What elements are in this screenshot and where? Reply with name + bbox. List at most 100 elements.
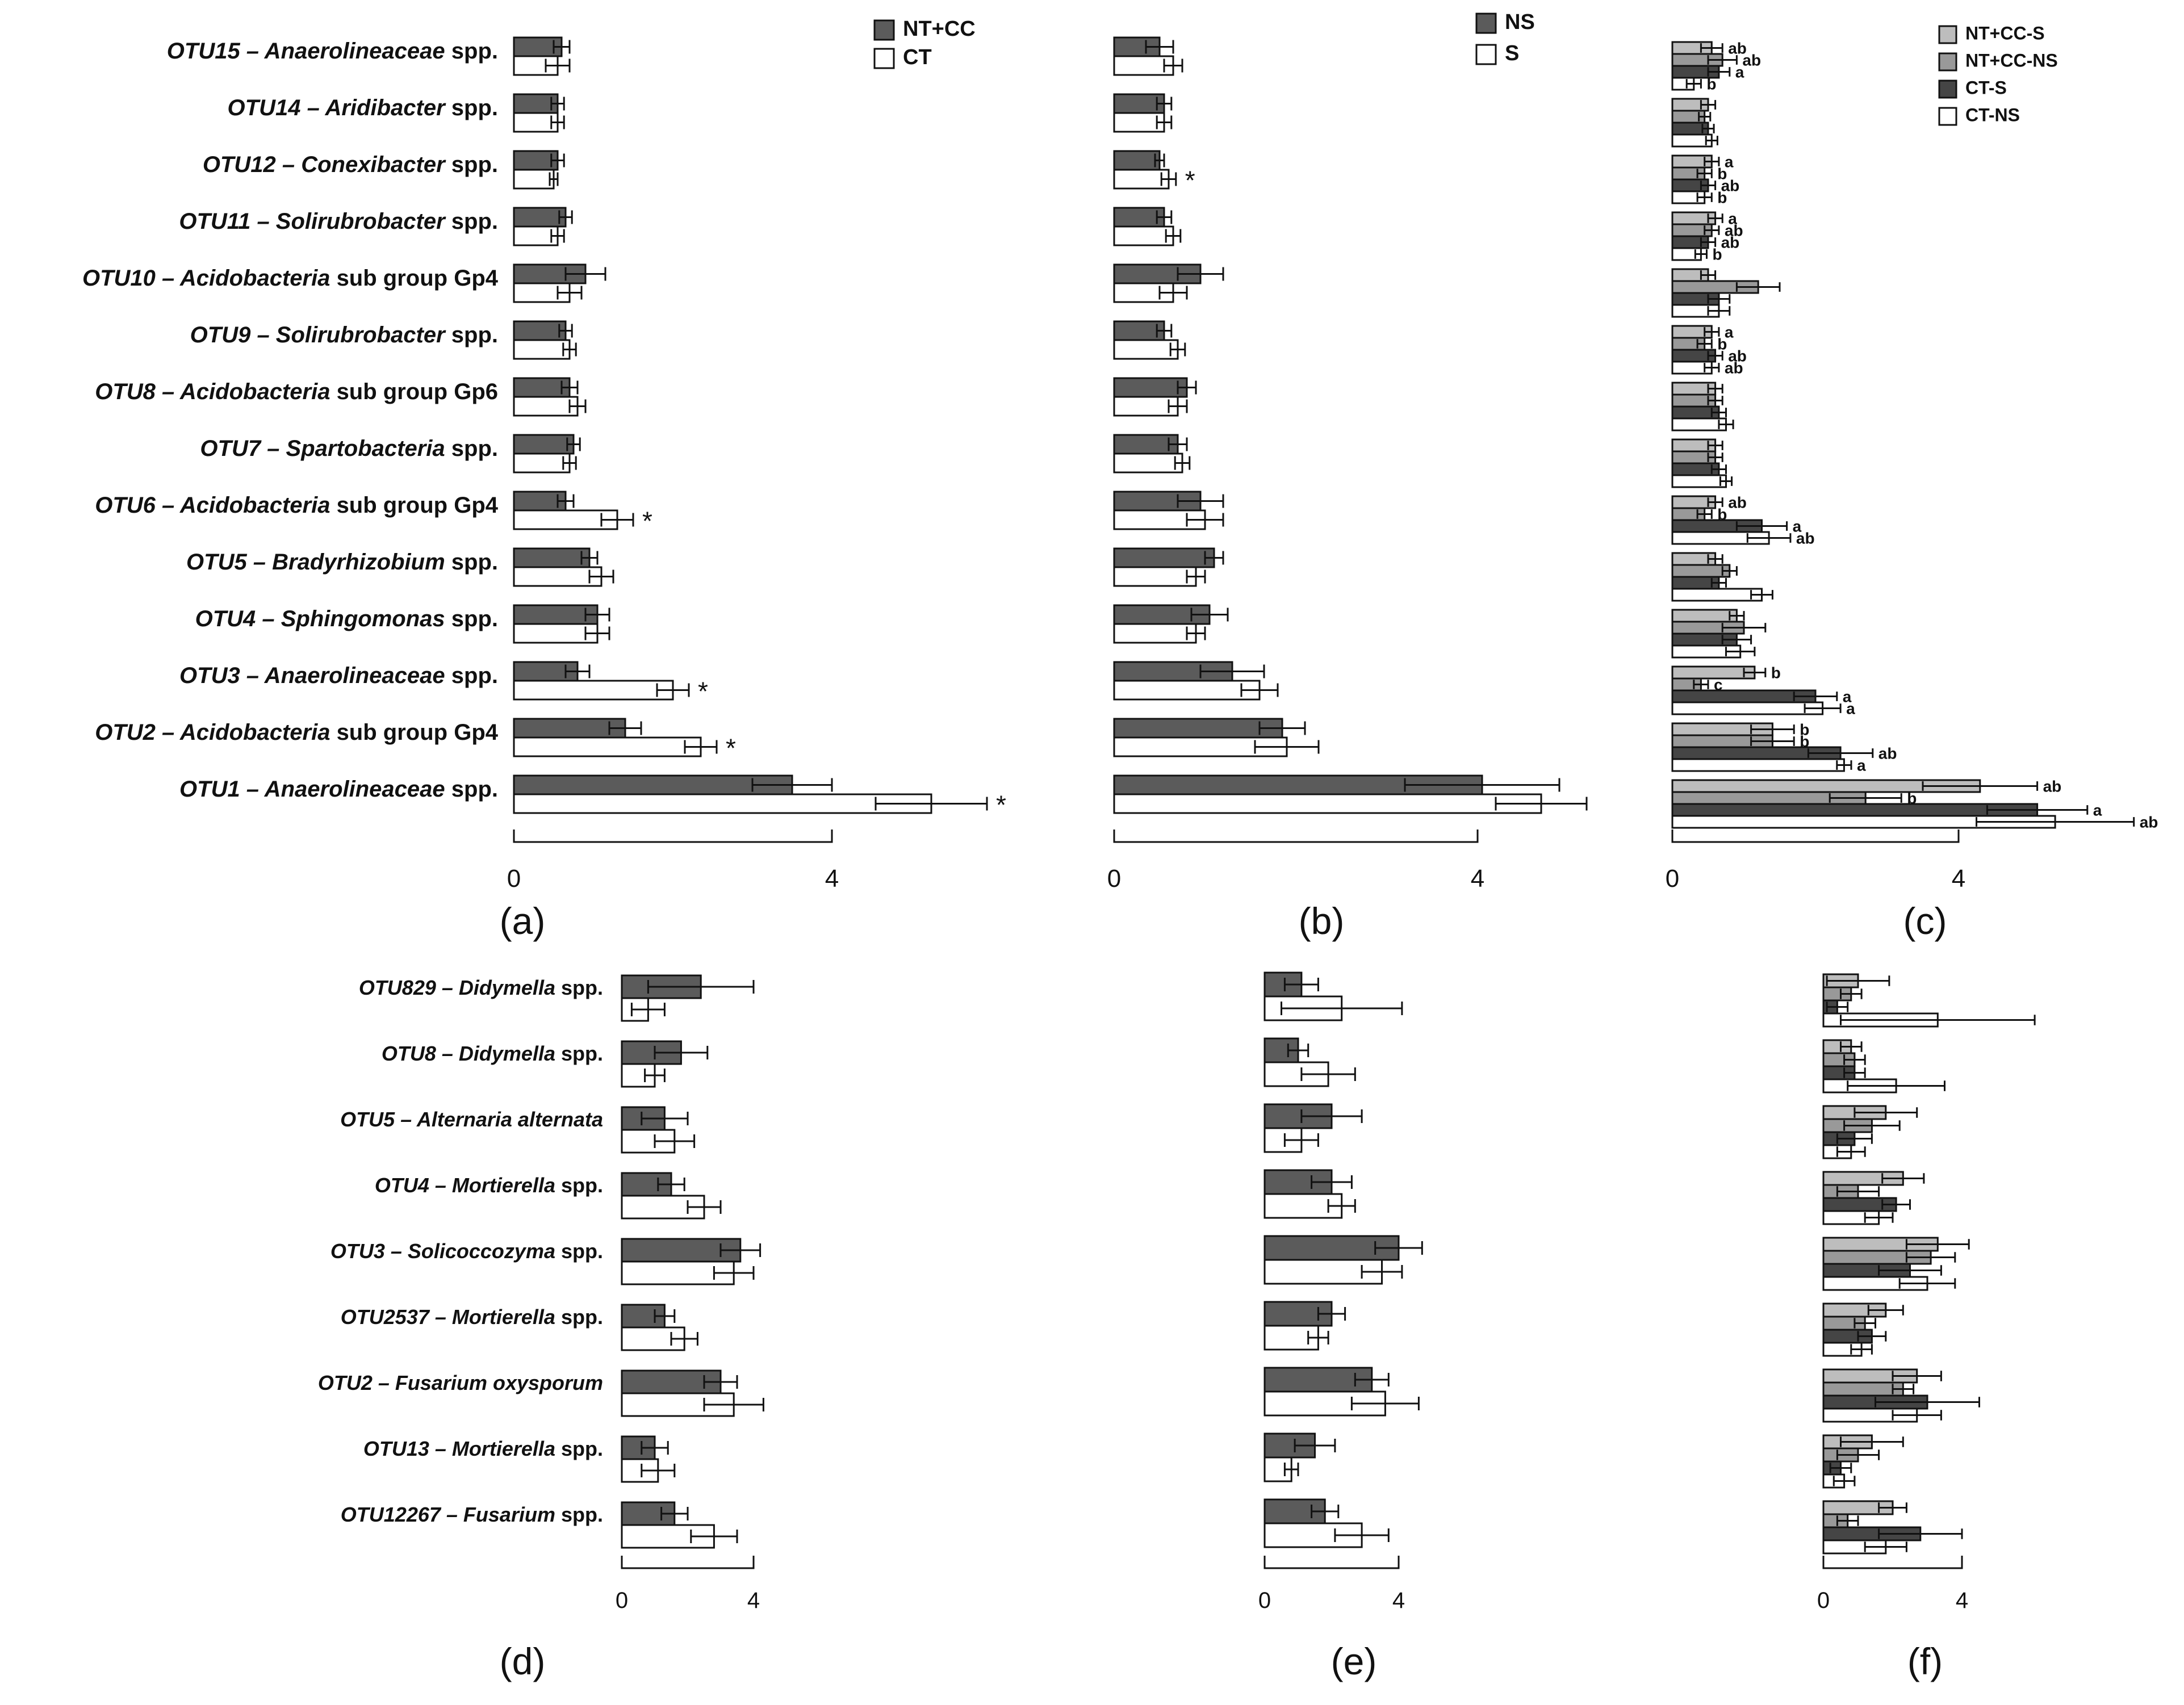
category-plain: sub group Gp6: [337, 379, 498, 404]
bar-a-ct: [513, 736, 702, 757]
error-bar: [1145, 40, 1174, 54]
error-bar: [1892, 1410, 1942, 1421]
category-label: OTU2 – Acidobacteria sub group Gp4: [95, 720, 499, 745]
x-axis: [1263, 1556, 1400, 1569]
error-bar: [1258, 721, 1306, 735]
error-bar: [1700, 237, 1717, 247]
error-bar: [684, 740, 718, 754]
x-tick-label: 0: [1107, 865, 1121, 893]
x-tick-label: 0: [1666, 865, 1679, 893]
x-tick-label: 0: [616, 1588, 628, 1613]
category-italic: OTU8 – Acidobacteria: [95, 379, 330, 404]
error-bar: [1707, 67, 1731, 77]
error-bar: [1317, 1307, 1346, 1321]
category-italic: OTU10 – Acidobacteria: [82, 266, 330, 291]
error-bar: [1922, 781, 2039, 791]
bar-b-s: [1113, 566, 1197, 587]
legend: NT+CC CT: [873, 17, 976, 69]
error-bar: [1294, 1439, 1336, 1452]
category-plain: spp.: [451, 95, 498, 120]
x-tick-label: 4: [825, 865, 839, 893]
category-italic: OTU12267 – Fusarium: [341, 1503, 555, 1526]
category-plain: spp.: [451, 550, 498, 575]
significance-letter: a: [1725, 153, 1734, 171]
error-bar: [1707, 453, 1723, 462]
bar-a-nt-cc: [513, 547, 591, 568]
error-bar: [1361, 1265, 1403, 1279]
error-bar: [1832, 1476, 1856, 1486]
category-italic: OTU7 – Spartobacteria: [200, 436, 445, 461]
error-bar: [1334, 1528, 1390, 1542]
error-bar: [660, 1507, 689, 1520]
error-bar: [1156, 324, 1173, 338]
error-bar: [1696, 192, 1713, 202]
panel-e: 0 4 (e): [1258, 971, 1423, 1682]
error-bar: [1696, 509, 1713, 519]
error-bar: [1836, 1515, 1859, 1526]
panel-label: (a): [500, 900, 546, 942]
significance-asterisk: *: [642, 506, 652, 536]
bar-c-nt-cc-s: [1671, 609, 1738, 623]
legend-label: CT-NS: [1965, 104, 2020, 125]
error-bar: [1177, 380, 1197, 395]
error-bar: [1710, 408, 1727, 417]
error-bar: [1836, 1133, 1873, 1144]
category-label: OTU8 – Didymella spp.: [382, 1042, 603, 1065]
category-plain: spp.: [451, 436, 498, 461]
error-bar: [1374, 1241, 1423, 1255]
error-bar: [1840, 1041, 1863, 1052]
legend-swatch: [1938, 79, 1957, 99]
error-bar: [1735, 521, 1788, 531]
x-axis: [621, 1556, 755, 1569]
error-bar: [1746, 533, 1792, 543]
error-bar: [1843, 1120, 1901, 1131]
error-bar: [1743, 668, 1767, 677]
error-bar: [549, 172, 559, 186]
error-bar: [566, 437, 581, 451]
x-tick-label: 4: [1471, 865, 1484, 893]
error-bar: [568, 399, 587, 413]
significance-letter: ab: [1728, 40, 1747, 57]
significance-letter: b: [1717, 189, 1727, 207]
bar-a-ct: [513, 566, 603, 587]
legend: NS S: [1475, 10, 1535, 65]
error-bar: [1156, 115, 1173, 129]
error-bar: [1875, 1397, 1980, 1407]
significance-asterisk: *: [996, 790, 1006, 820]
error-bar: [1840, 988, 1863, 999]
category-italic: OTU15 – Anaerolineaceae: [167, 39, 445, 64]
bar-a-ct: [513, 169, 555, 190]
category-label: OTU829 – Didymella spp.: [359, 976, 603, 999]
significance-letter: ab: [1721, 234, 1740, 252]
category-label: OTU1 – Anaerolineaceae spp.: [179, 777, 498, 802]
category-plain: spp.: [451, 663, 498, 688]
error-bar: [1707, 306, 1731, 316]
legend-label: NT+CC-S: [1965, 23, 2045, 43]
error-bar: [1719, 476, 1733, 486]
bar-b-ns: [1113, 150, 1161, 171]
legend-swatch: [873, 48, 895, 69]
category-plain: spp.: [451, 39, 498, 64]
significance-letter: a: [1857, 757, 1866, 774]
significance-letter: a: [1843, 688, 1852, 706]
error-bar: [1707, 554, 1723, 564]
category-label: OTU3 – Anaerolineaceae spp.: [179, 663, 498, 688]
legend-swatch: [1475, 12, 1497, 34]
category-italic: OTU5 – Bradyrhizobium: [186, 550, 445, 575]
error-bar: [1905, 1239, 1970, 1250]
category-label: OTU4 – Sphingomonas spp.: [195, 606, 498, 631]
category-italic: OTU12 – Conexibacter: [203, 152, 446, 177]
category-plain: sub group Gp4: [337, 266, 499, 291]
category-label: OTU9 – Solirubrobacter spp.: [190, 322, 498, 347]
error-bar: [703, 1375, 738, 1389]
category-italic: OTU5 – Alternaria alternata: [340, 1108, 603, 1131]
significance-letter: a: [1728, 210, 1737, 228]
error-bar: [1905, 1252, 1956, 1263]
significance-letter: ab: [1742, 52, 1761, 69]
bar-f-nt-cc-ns: [1822, 1381, 1904, 1397]
error-bar: [875, 797, 988, 811]
significance-letter: a: [1735, 64, 1744, 81]
category-italic: OTU2 – Acidobacteria: [95, 720, 330, 745]
category-plain: spp.: [561, 1305, 603, 1329]
